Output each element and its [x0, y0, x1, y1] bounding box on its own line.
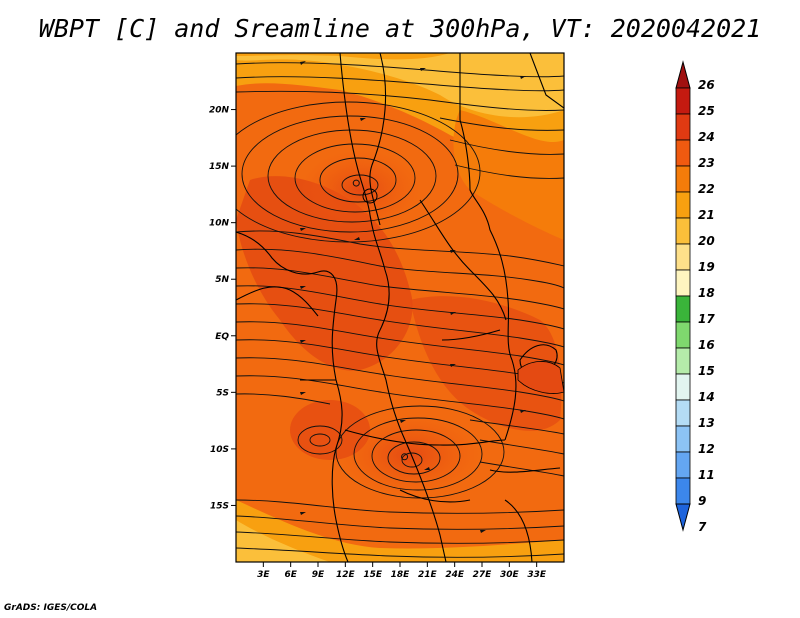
map-canvas	[236, 53, 564, 562]
lat-tick-label: 10S	[210, 445, 229, 455]
colorbar-label: 17	[698, 312, 715, 326]
wbpt-band-21-north	[236, 53, 450, 60]
colorbar-label: 19	[698, 260, 715, 274]
colorbar-label: 26	[698, 78, 715, 92]
lat-tick-label: 5S	[216, 388, 229, 398]
lon-tick-label: 30E	[500, 570, 520, 580]
wbpt-band-21-south	[236, 500, 564, 562]
wbpt-band-20-south	[236, 520, 330, 562]
colorbar-label: 16	[698, 338, 715, 352]
map-title: WBPT [C] and Sreamline at 300hPa, VT: 20…	[38, 14, 762, 43]
lon-tick-label: 27E	[473, 570, 493, 580]
colorbar-segment	[675, 217, 691, 245]
lon-tick-label: 24E	[445, 570, 465, 580]
colorbar-label: 13	[698, 416, 715, 430]
lat-tick-label: 5N	[215, 275, 229, 285]
colorbar-label: 20	[698, 234, 715, 248]
colorbar-label: 21	[698, 208, 715, 222]
colorbar-segment	[675, 269, 691, 297]
lat-tick-label: 15S	[210, 501, 229, 511]
northern-vortex-center	[352, 179, 360, 187]
colorbar-label: 7	[698, 520, 707, 534]
colorbar-top-arrow	[675, 60, 691, 89]
wbpt-band-20	[236, 53, 564, 118]
colorbar-segment	[675, 425, 691, 453]
vortex-markers	[352, 179, 409, 461]
lon-tick-label: 21E	[418, 570, 438, 580]
colorbar: 26 25 24 23 22 21 20 19 18 17 16 15 14 13 12 11 9 7	[675, 60, 715, 534]
northern-vortex-streamlines	[236, 101, 481, 243]
colorbar-label: 9	[698, 494, 706, 508]
colorbar-segment	[675, 347, 691, 375]
colorbar-segment	[675, 477, 691, 505]
wbpt-warm-sw	[290, 400, 370, 460]
lon-tick-label: 12E	[336, 570, 356, 580]
lat-tick-label: 15N	[209, 162, 230, 172]
southern-vortex-center	[401, 453, 409, 461]
colorbar-segment	[675, 295, 691, 323]
lake-victoria	[517, 361, 564, 394]
lat-tick-label: 10N	[209, 219, 230, 229]
colorbar-label: 18	[698, 286, 715, 300]
lat-tick-label: EQ	[215, 332, 229, 342]
colorbar-segment	[675, 451, 691, 479]
longitude-axis: 3E 6E 9E 12E 15E 18E 21E 24E 27E 30E 33E	[257, 562, 547, 580]
lon-tick-label: 6E	[284, 570, 297, 580]
colorbar-label: 24	[698, 130, 715, 144]
colorbar-label: 23	[698, 156, 715, 170]
colorbar-label: 11	[698, 468, 715, 482]
lake-chad	[362, 188, 378, 204]
wbpt-band-24-east	[410, 296, 562, 431]
colorbar-segment	[675, 139, 691, 167]
footer-credit: GrADS: IGES/COLA	[4, 603, 98, 613]
lon-tick-label: 18E	[391, 570, 411, 580]
colorbar-segment	[675, 399, 691, 427]
colorbar-segment	[675, 243, 691, 271]
wbpt-warm-south	[340, 415, 480, 495]
lon-tick-label: 15E	[363, 570, 383, 580]
wbpt-warm-north	[300, 150, 420, 230]
colorbar-segment	[675, 373, 691, 401]
colorbar-label: 15	[698, 364, 715, 378]
colorbar-label: 25	[698, 104, 715, 118]
lon-tick-label: 9E	[312, 570, 325, 580]
streamline-arrowheads	[300, 61, 526, 533]
colorbar-segment	[675, 191, 691, 219]
wbpt-band-22-ne	[453, 110, 564, 240]
lon-tick-label: 3E	[257, 570, 270, 580]
colorbar-label: 12	[698, 442, 715, 456]
colorbar-label: 14	[698, 390, 715, 404]
latitude-axis: 20N 15N 10N 5N EQ 5S 10S 15S	[209, 106, 236, 511]
colorbar-segment	[675, 321, 691, 349]
lat-tick-label: 20N	[209, 106, 230, 116]
lon-tick-label: 33E	[527, 570, 547, 580]
colorbar-segment	[675, 113, 691, 141]
colorbar-bottom-arrow	[675, 503, 691, 532]
colorbar-segment	[675, 87, 691, 115]
country-borders	[236, 53, 564, 562]
colorbar-label: 22	[698, 182, 715, 196]
colorbar-segment	[675, 165, 691, 193]
